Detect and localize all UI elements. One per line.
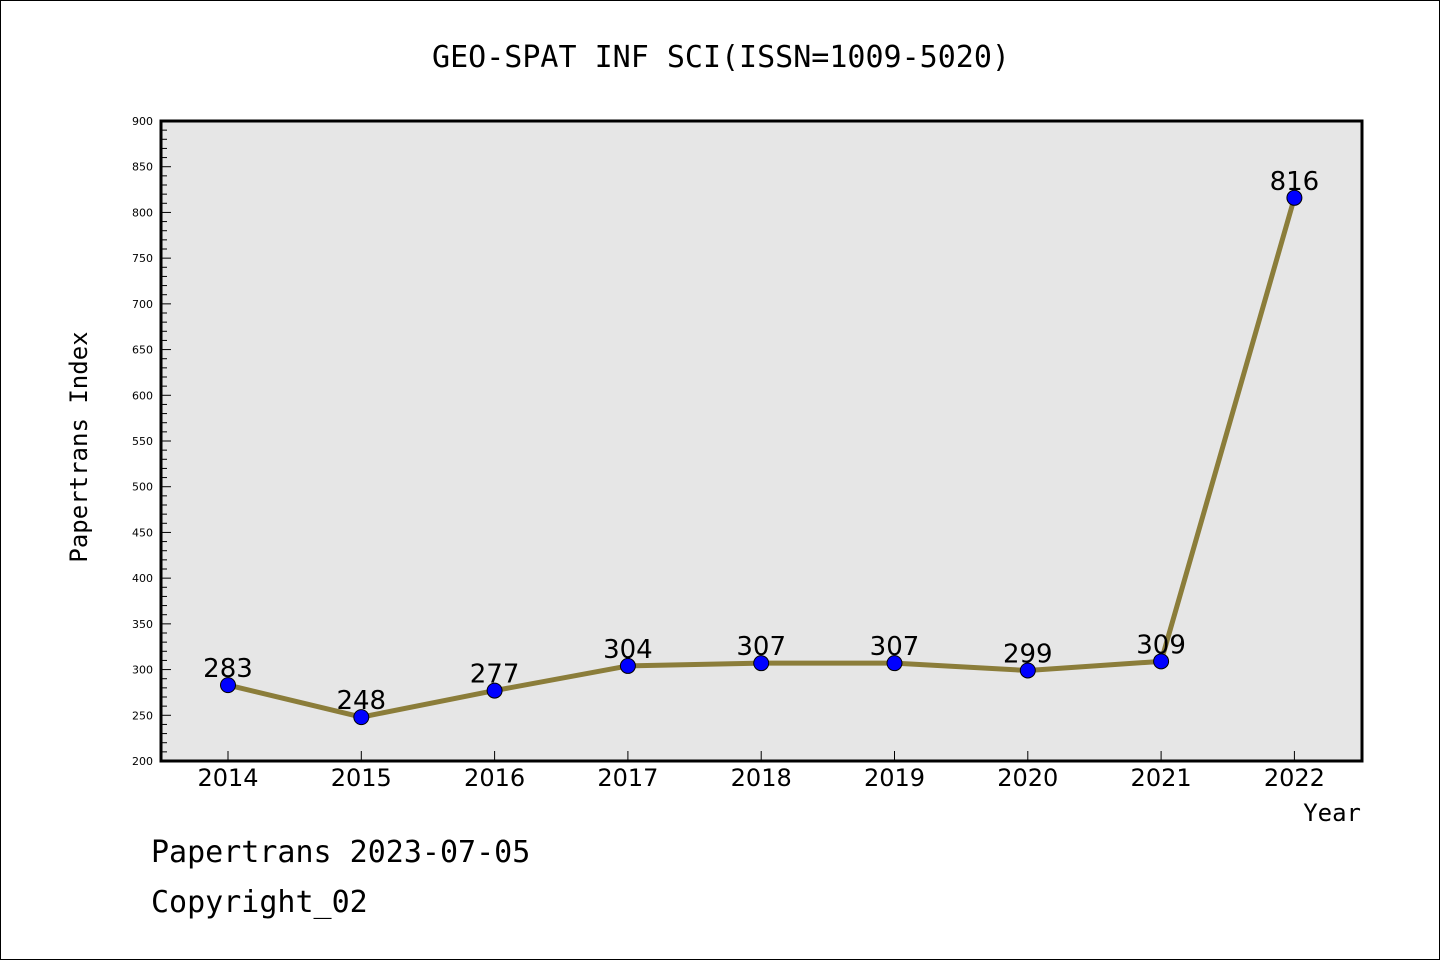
y-tick-label: 700	[132, 298, 153, 311]
x-tick-label: 2016	[464, 764, 525, 792]
x-axis: 2014 2015 2016 2017 2018 2019 2020 2021 2022	[197, 751, 1325, 792]
x-tick-label: 2020	[997, 764, 1058, 792]
footer-copyright-text: Copyright_02	[151, 885, 368, 920]
chart-title: GEO-SPAT INF SCI(ISSN=1009-5020)	[432, 40, 1010, 75]
data-point	[886, 655, 903, 672]
y-tick-label: 500	[132, 481, 153, 494]
data-point	[486, 682, 503, 699]
x-tick-label: 2014	[197, 764, 258, 792]
y-axis-label: Papertrans Index	[65, 331, 93, 562]
data-label: 304	[603, 635, 653, 665]
y-axis: 200 250 300 350 400 450 500 550 600 650 700 750 800 8…	[132, 115, 171, 768]
data-label: 816	[1270, 167, 1320, 197]
y-tick-label: 600	[132, 389, 153, 402]
data-point	[1019, 662, 1036, 679]
y-tick-label: 400	[132, 572, 153, 585]
data-label: 307	[870, 632, 920, 662]
x-tick-label: 2015	[331, 764, 392, 792]
data-label: 248	[336, 686, 386, 716]
y-tick-label: 800	[132, 206, 153, 219]
data-point	[1286, 189, 1303, 206]
data-label: 283	[203, 654, 253, 684]
y-tick-label: 900	[132, 115, 153, 128]
y-tick-label: 200	[132, 755, 153, 768]
series-group: 283 248 277 304 307 307 299 309 816	[203, 167, 1320, 726]
data-point	[619, 657, 636, 674]
y-tick-label: 250	[132, 709, 153, 722]
data-point	[353, 709, 370, 726]
x-tick-label: 2017	[597, 764, 658, 792]
y-tick-label: 650	[132, 344, 153, 357]
data-label: 277	[470, 660, 520, 690]
data-label: 299	[1003, 639, 1053, 669]
y-tick-label: 350	[132, 618, 153, 631]
x-tick-label: 2021	[1131, 764, 1192, 792]
footer-date-text: Papertrans 2023-07-05	[151, 835, 531, 870]
data-label: 309	[1136, 630, 1186, 660]
data-point	[220, 677, 236, 694]
data-point	[1153, 653, 1170, 670]
y-tick-label: 750	[132, 252, 153, 265]
y-tick-label: 300	[132, 664, 153, 677]
x-tick-label: 2018	[731, 764, 792, 792]
x-axis-label: Year	[1303, 799, 1361, 827]
x-tick-label: 2019	[864, 764, 925, 792]
data-label: 307	[736, 632, 786, 662]
x-tick-label: 2022	[1264, 764, 1325, 792]
y-tick-label: 450	[132, 526, 153, 539]
data-point	[753, 655, 770, 672]
y-tick-label: 550	[132, 435, 153, 448]
y-tick-label: 850	[132, 161, 153, 174]
